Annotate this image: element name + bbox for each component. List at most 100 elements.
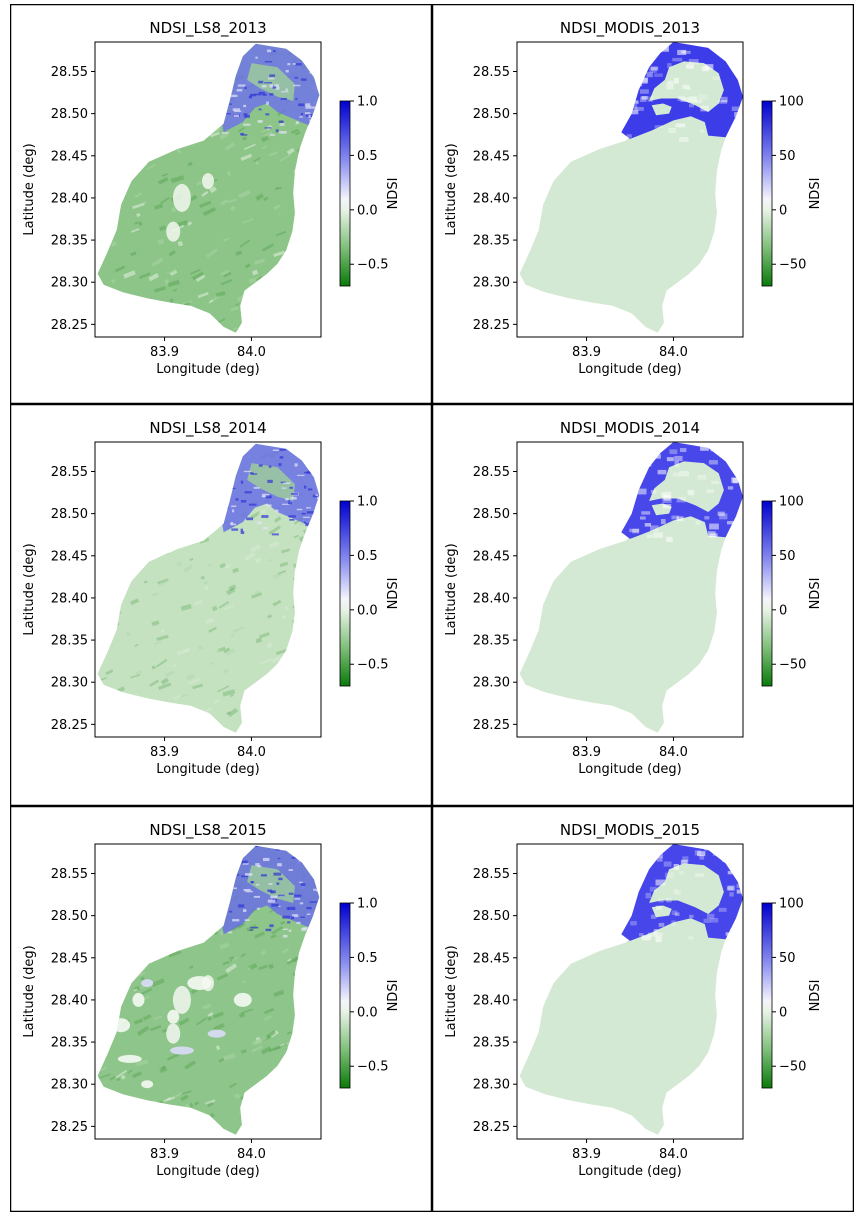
snow-pixel [647,96,654,102]
snow-pixel [644,523,652,527]
texture-mark [244,846,252,850]
y-tick-label: 28.40 [473,993,510,1008]
texture-mark [265,282,270,287]
texture-mark [250,510,261,520]
texture-mark [240,1008,254,1015]
snow-pixel [676,516,684,522]
texture-mark [258,80,264,84]
snow-pixel [669,449,678,455]
snow-pixel [646,455,652,460]
texture-mark [181,903,192,912]
snow-pixel [734,112,741,118]
texture-mark [260,135,270,143]
texture-mark [269,443,275,445]
snow-pixel [671,920,676,926]
snow-pixel [730,928,740,935]
texture-mark [128,534,134,540]
texture-mark [269,74,276,77]
snow-pixel [663,495,671,501]
texture-mark [136,1125,149,1133]
texture-mark [206,1016,213,1021]
texture-mark [300,450,313,457]
texture-mark [243,113,248,116]
texture-mark [261,84,267,88]
texture-mark [221,506,229,509]
texture-mark [217,79,227,88]
texture-mark [275,696,282,702]
texture-mark [215,916,225,925]
texture-mark [303,516,310,518]
colorbar-tick-label: 0.5 [357,951,378,966]
texture-mark [262,93,267,96]
texture-mark [116,302,124,308]
texture-mark [117,962,125,969]
texture-mark [165,523,177,531]
texture-mark [268,558,272,562]
texture-mark [277,857,281,860]
texture-mark [141,300,149,308]
texture-mark [282,615,287,620]
texture-mark [250,544,261,553]
texture-mark [100,167,110,176]
panel-border [432,4,854,404]
texture-mark [251,269,259,276]
texture-mark [256,907,260,910]
x-tick-label: 83.9 [572,345,601,360]
texture-mark [312,857,320,862]
texture-mark [264,127,272,129]
texture-mark [180,1094,189,1102]
texture-mark [189,965,194,969]
texture-mark [132,202,145,209]
texture-mark [151,472,158,478]
colorbar [339,902,351,1089]
texture-mark [275,649,288,655]
texture-mark [278,894,285,897]
texture-mark [226,113,231,115]
snow-pixel [704,516,710,520]
texture-mark [113,896,119,901]
snow-pixel [633,80,643,87]
texture-mark [227,931,233,934]
texture-mark [186,673,195,682]
texture-mark [169,298,174,303]
snow-pixel [650,525,659,532]
texture-mark [243,143,256,150]
x-tick-label: 84.0 [237,345,266,360]
texture-mark [223,647,231,654]
texture-mark [268,883,273,885]
texture-mark [305,103,311,107]
texture-mark [206,458,213,465]
colorbar-label: NDSI [808,178,823,210]
texture-mark [296,1077,309,1087]
texture-mark [173,108,182,116]
texture-mark [309,58,316,61]
texture-mark [134,1018,144,1025]
texture-mark [251,1045,264,1053]
snow-pixel [680,859,688,865]
texture-mark [277,863,282,867]
texture-mark [172,288,178,292]
valley-region [651,103,672,116]
texture-mark [135,489,148,498]
texture-mark [268,541,280,549]
texture-mark [295,703,305,710]
texture-mark [229,694,234,698]
texture-mark [235,250,243,256]
texture-mark [220,479,227,485]
y-tick-label: 28.25 [473,718,510,733]
texture-mark [158,53,167,59]
snow-pixel [674,460,679,467]
texture-mark [141,940,147,946]
texture-mark [300,883,306,886]
texture-mark [215,291,226,298]
texture-mark [241,46,244,49]
snow-pixel [628,109,639,115]
texture-mark [160,628,165,633]
colorbar-label: NDSI [808,578,823,610]
texture-mark [288,892,294,895]
snow-pixel [655,905,662,910]
texture-mark [154,1112,168,1119]
texture-mark [275,230,287,237]
y-tick-label: 28.50 [51,507,88,522]
texture-mark [280,481,287,484]
